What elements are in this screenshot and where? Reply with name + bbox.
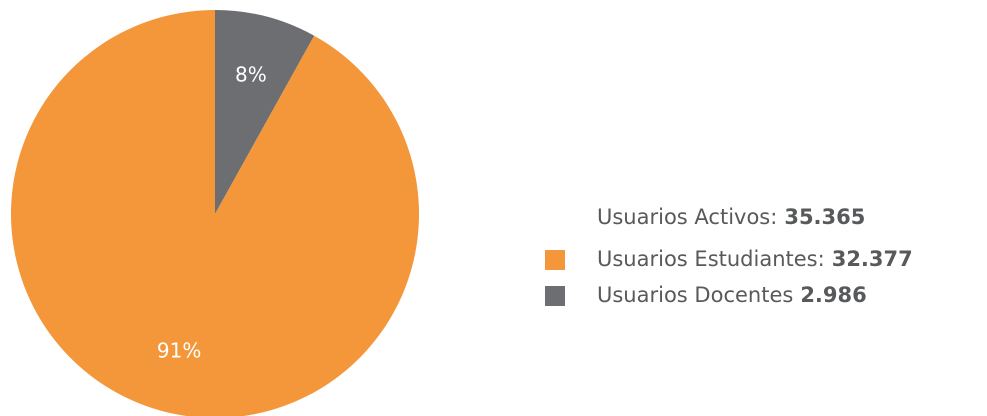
legend-title: Usuarios Activos: [597, 205, 777, 229]
slice-label: 8% [235, 62, 267, 86]
pie-slice [215, 10, 315, 214]
legend-swatch [545, 286, 565, 306]
legend-entry: Usuarios Docentes 2.986 [597, 283, 867, 307]
legend-name: Usuarios Estudiantes: [597, 247, 825, 271]
legend-entry: Usuarios Estudiantes: 32.377 [597, 247, 913, 271]
legend: Usuarios Activos: 35.365 Usuarios Estudia… [545, 205, 913, 307]
legend-total: 35.365 [784, 205, 865, 229]
legend-count: 2.986 [800, 283, 866, 307]
legend-count: 32.377 [832, 247, 913, 271]
legend-swatch [545, 250, 565, 270]
pie-slice [11, 10, 419, 416]
slice-label: 91% [157, 339, 201, 363]
legend-title-row: Usuarios Activos: 35.365 [597, 205, 865, 229]
pie: 8% 91% [11, 10, 419, 416]
legend-name: Usuarios Docentes [597, 283, 793, 307]
